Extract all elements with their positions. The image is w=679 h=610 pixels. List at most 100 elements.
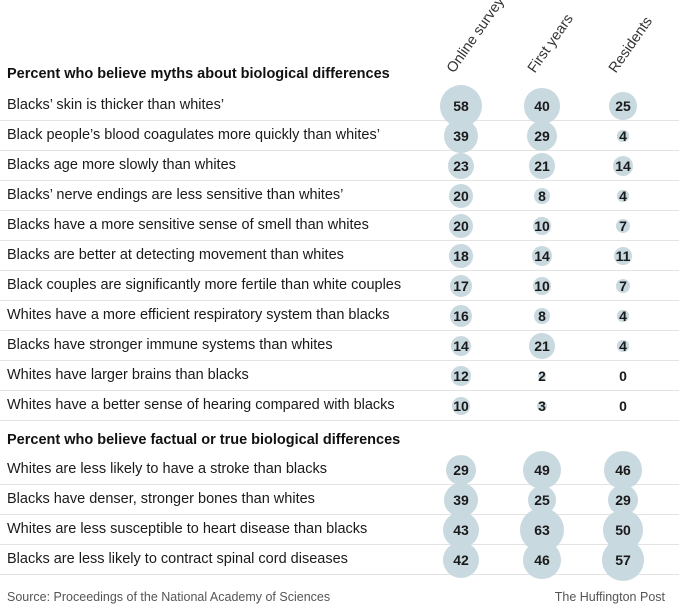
value-bubble [527, 121, 557, 151]
row-label: Black people’s blood coagulates more qui… [7, 127, 380, 143]
row-divider [0, 240, 679, 241]
value-label: 58 [453, 98, 469, 114]
value-bubble [447, 152, 475, 180]
value-cell: 16 [433, 301, 489, 331]
value-label: 49 [534, 462, 550, 478]
value-bubble [612, 155, 634, 177]
value-cell: 12 [433, 361, 489, 391]
row-label: Blacks have a more sensitive sense of sm… [7, 217, 369, 233]
value-bubble [617, 340, 629, 352]
table-row: Blacks are better at detecting movement … [0, 241, 679, 271]
value-label: 39 [453, 492, 469, 508]
row-label: Blacks age more slowly than whites [7, 157, 236, 173]
value-bubble [449, 274, 473, 298]
value-cell: 25 [595, 91, 651, 121]
table-row: Blacks have a more sensitive sense of sm… [0, 211, 679, 241]
value-label: 39 [453, 128, 469, 144]
value-bubble [443, 542, 479, 578]
value-bubble [615, 278, 631, 294]
value-bubble [523, 541, 561, 579]
value-cell: 10 [514, 271, 570, 301]
value-label: 4 [619, 308, 627, 324]
value-label: 25 [534, 492, 550, 508]
row-divider [0, 544, 679, 545]
value-cell: 40 [514, 88, 570, 124]
table-row: Black couples are significantly more fer… [0, 271, 679, 301]
value-bubble [443, 118, 479, 154]
value-label: 12 [453, 368, 469, 384]
value-bubble [449, 304, 473, 328]
value-bubble [617, 130, 629, 142]
source-note: Source: Proceedings of the National Acad… [7, 590, 331, 604]
value-cell: 14 [595, 151, 651, 181]
value-bubble [452, 397, 470, 415]
row-label: Blacks have denser, stronger bones than … [7, 491, 315, 507]
table-row: Whites are less likely to have a stroke … [0, 450, 679, 490]
value-cell: 8 [514, 181, 570, 211]
value-bubble [533, 277, 551, 295]
value-label: 8 [538, 188, 546, 204]
value-cell: 17 [433, 271, 489, 301]
value-label: 29 [534, 128, 550, 144]
value-label: 42 [453, 552, 469, 568]
row-divider [0, 180, 679, 181]
value-label: 0 [619, 368, 627, 384]
value-cell: 2 [514, 361, 570, 391]
value-bubble [615, 218, 631, 234]
value-bubble [443, 482, 479, 518]
value-label: 10 [534, 278, 550, 294]
value-label: 46 [534, 552, 550, 568]
value-cell: 49 [514, 450, 570, 490]
value-bubble [529, 153, 555, 179]
value-label: 17 [453, 278, 469, 294]
value-cell: 11 [595, 241, 651, 271]
row-label: Whites have a better sense of hearing co… [7, 397, 395, 413]
value-bubble [451, 366, 471, 386]
section-title: Percent who believe myths about biologic… [7, 66, 390, 82]
row-label: Blacks are less likely to contract spina… [7, 551, 348, 567]
row-divider [0, 360, 679, 361]
value-cell: 29 [595, 485, 651, 515]
value-label: 25 [615, 98, 631, 114]
value-label: 14 [534, 248, 550, 264]
row-divider [0, 210, 679, 211]
value-label: 4 [619, 188, 627, 204]
value-bubble [524, 88, 560, 124]
row-divider [0, 514, 679, 515]
value-cell: 29 [514, 121, 570, 151]
value-bubble [613, 246, 633, 266]
column-header-residents: Residents [605, 14, 656, 77]
value-cell: 43 [433, 511, 489, 549]
value-cell: 0 [595, 391, 651, 421]
row-divider [0, 484, 679, 485]
table-row: Blacks are less likely to contract spina… [0, 539, 679, 581]
value-cell: 0 [595, 361, 651, 391]
column-header-first-years: First years [524, 11, 577, 77]
value-cell: 46 [514, 541, 570, 579]
value-label: 7 [619, 278, 627, 294]
table-row: Blacks have stronger immune systems than… [0, 331, 679, 361]
value-label: 18 [453, 248, 469, 264]
value-cell: 8 [514, 301, 570, 331]
value-bubble [608, 485, 638, 515]
value-cell: 4 [595, 121, 651, 151]
value-label: 0 [619, 398, 627, 414]
value-label: 4 [619, 338, 627, 354]
value-bubble [533, 217, 551, 235]
value-label: 11 [615, 248, 631, 264]
row-divider [0, 574, 679, 575]
value-label: 3 [538, 398, 546, 414]
value-bubble [609, 92, 637, 120]
row-divider [0, 330, 679, 331]
row-label: Blacks have stronger immune systems than… [7, 337, 333, 353]
table-row: Whites are less susceptible to heart dis… [0, 508, 679, 552]
row-label: Blacks’ skin is thicker than whites’ [7, 97, 225, 113]
value-cell: 14 [514, 241, 570, 271]
value-bubble [531, 245, 553, 267]
value-cell: 23 [433, 151, 489, 181]
row-divider [0, 300, 679, 301]
value-cell: 7 [595, 271, 651, 301]
value-bubble [448, 213, 474, 239]
value-bubble [617, 190, 629, 202]
value-label: 21 [534, 158, 550, 174]
